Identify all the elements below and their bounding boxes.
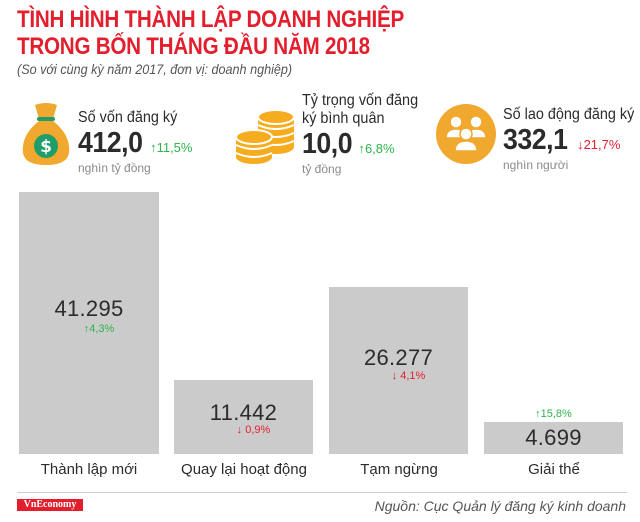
stat-registered-labor: Số lao động đăng ký 332,1 ↓21,7% nghìn n… <box>503 106 640 172</box>
page-title-line2: TRONG BỐN THÁNG ĐẦU NĂM 2018 <box>17 33 370 60</box>
stat-unit: nghìn tỷ đồng <box>78 161 151 175</box>
stat-average-capital: Tỷ trọng vốn đăng ký bình quân 10,0 ↑6,8… <box>302 92 431 176</box>
money-bag-icon: $ <box>17 101 75 167</box>
stat-change: ↑11,5% <box>150 140 193 155</box>
bar-giai-the: 4.699 <box>484 422 623 454</box>
footer-divider <box>17 492 627 493</box>
category-label: Giải thể <box>528 461 580 478</box>
people-icon <box>436 104 496 164</box>
brand-logo: VnEconomy <box>17 499 83 511</box>
bar-change: ↑4,3% <box>83 323 115 335</box>
bar-change-giai-the: ↑15,8% <box>535 408 572 420</box>
stat-value: 412,0 <box>78 127 143 159</box>
bar-value: 4.699 <box>525 425 582 450</box>
stat-change: ↑6,8% <box>358 141 395 156</box>
bar-change: ↓ 0,9% <box>236 424 271 436</box>
source-note: Nguồn: Cục Quản lý đăng ký kinh doanh <box>374 498 626 514</box>
bar-tam-ngung: 26.277 ↓ 4,1% <box>329 287 468 454</box>
bar-value: 11.442 <box>209 400 278 425</box>
page-title-line1: TÌNH HÌNH THÀNH LẬP DOANH NGHIỆP <box>17 6 404 33</box>
stat-value: 10,0 <box>302 128 353 160</box>
svg-text:$: $ <box>40 137 52 157</box>
stat-unit: tỷ đồng <box>302 162 342 176</box>
stat-label-line2: ký bình quân <box>302 110 385 127</box>
page-subtitle: (So với cùng kỳ năm 2017, đơn vị: doanh … <box>17 61 293 77</box>
bar-value: 41.295 <box>54 296 124 321</box>
bar-value: 26.277 <box>363 345 434 370</box>
stat-label: Số lao động đăng ký <box>503 106 635 123</box>
stat-value: 332,1 <box>503 124 568 156</box>
stat-label-line1: Tỷ trọng vốn đăng <box>302 92 419 109</box>
bar-quay-lai-hoat-dong: 11.442 ↓ 0,9% <box>174 380 313 454</box>
coins-icon <box>234 107 298 167</box>
category-label: Quay lại hoạt động <box>181 461 307 478</box>
stat-registered-capital: Số vốn đăng ký 412,0 ↑11,5% nghìn tỷ đồn… <box>78 109 192 175</box>
bar-change: ↓ 4,1% <box>391 370 426 382</box>
category-label: Tạm ngừng <box>360 461 438 478</box>
stat-unit: nghìn người <box>503 158 569 172</box>
stat-label: Số vốn đăng ký <box>78 109 178 126</box>
category-label: Thành lập mới <box>40 461 138 478</box>
stat-change: ↓21,7% <box>577 137 621 152</box>
bar-thanh-lap-moi: 41.295 ↑4,3% <box>19 192 159 454</box>
